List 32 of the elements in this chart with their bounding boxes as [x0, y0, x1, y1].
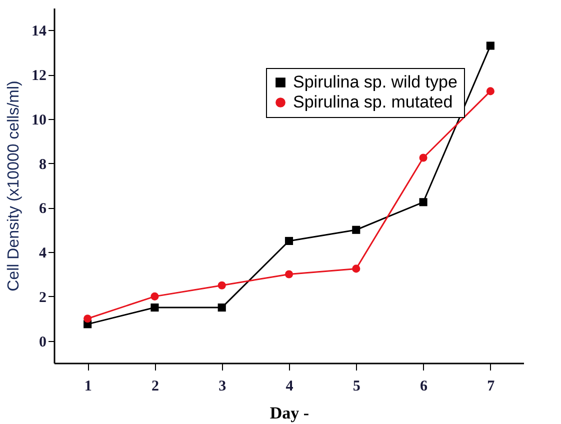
y-axis-title: Cell Density (x10000 cells/ml): [6, 80, 22, 292]
y-tick-label: 14: [32, 24, 47, 40]
y-tick-label: 6: [39, 201, 47, 218]
y-tick-label: 4: [39, 246, 47, 262]
x-axis-title: Day -: [270, 404, 310, 422]
y-tick-label: 0: [39, 334, 46, 350]
y-tick-label: 2: [39, 290, 46, 306]
point: [84, 314, 92, 323]
legend-label: Spirulina sp. wild type: [293, 72, 458, 92]
point: [284, 236, 294, 245]
point: [419, 154, 428, 162]
x-tick-label: 1: [84, 378, 92, 394]
x-tick-label: 5: [352, 378, 360, 394]
x-tick-label: 2: [151, 378, 159, 394]
point: [486, 42, 494, 50]
point: [419, 198, 428, 206]
y-tick-label: 8: [39, 156, 46, 173]
x-tick-label: 7: [487, 378, 496, 394]
x-tick-label: 4: [286, 378, 294, 394]
x-tick-label: 3: [218, 378, 226, 394]
point: [218, 304, 226, 312]
x-tick-label: 6: [420, 378, 428, 394]
point: [218, 281, 226, 290]
y-tick-label: 12: [32, 68, 46, 84]
point: [150, 292, 159, 300]
y-tick-label: 10: [32, 112, 46, 128]
point: [352, 264, 360, 273]
point: [150, 304, 159, 312]
point: [352, 226, 360, 234]
point: [284, 270, 294, 278]
point: [486, 87, 494, 96]
legend-label: Spirulina sp. mutated: [293, 92, 453, 112]
